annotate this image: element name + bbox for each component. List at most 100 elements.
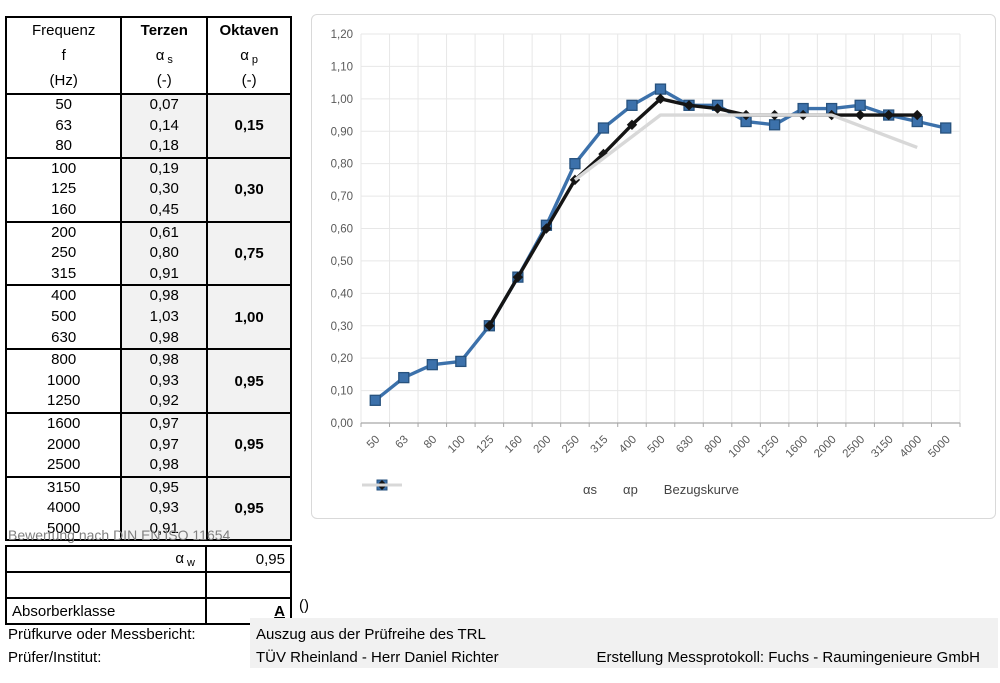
freq-value: 400 [51, 287, 77, 305]
data-point-αs [768, 119, 781, 131]
terz-value: 0,95 [149, 478, 179, 496]
freq-cells: 100 125 160 [7, 158, 121, 221]
freq-value: 125 [51, 180, 77, 198]
freq-cells: 1600 2000 2500 [7, 413, 121, 476]
oktave-value: 0,95 [206, 477, 290, 540]
y-tick-label: 0,80 [331, 159, 353, 171]
freq-value: 3150 [47, 478, 81, 496]
freq-value: 80 [55, 137, 73, 155]
header-frequenz: Frequenz f (Hz) [32, 22, 96, 89]
freq-value: 1600 [47, 414, 81, 432]
freq-value: 2500 [47, 456, 81, 474]
terz-value: 0,98 [149, 456, 179, 474]
terzen-cells: 0,97 0,97 0,98 [120, 413, 207, 476]
oktave-value: 1,00 [206, 286, 290, 349]
terz-value: 0,61 [149, 223, 179, 241]
terzen-cells: 0,95 0,93 0,91 [120, 477, 207, 540]
terz-value: 0,18 [149, 137, 179, 155]
series-line-Bezugskurve [573, 113, 918, 182]
legend-swatch [362, 483, 402, 487]
y-tick-label: 0,10 [331, 386, 353, 398]
chart-legend: αs αp Bezugskurve [361, 479, 961, 499]
protocol-author: Erstellung Messprotokoll: Fuchs - Raumin… [596, 649, 981, 666]
x-tick-label: 160 [503, 434, 525, 456]
terzen-cells: 0,61 0,80 0,91 [120, 222, 207, 285]
x-tick-label: 2500 [841, 434, 868, 461]
data-point-αp [854, 109, 866, 121]
data-point-αp [655, 93, 666, 105]
oktave-value: 0,30 [206, 158, 290, 221]
x-tick-label: 400 [617, 434, 639, 456]
data-point-αs [854, 99, 866, 111]
freq-cells: 800 1000 1250 [7, 350, 121, 412]
x-tick-label: 50 [365, 434, 383, 452]
oktave-value: 0,95 [206, 413, 290, 476]
x-tick-label: 1000 [727, 434, 754, 461]
x-tick-label: 100 [446, 434, 468, 456]
freq-cells: 400 500 630 [7, 286, 121, 349]
data-point-αs [426, 358, 438, 371]
terz-value: 0,97 [149, 414, 179, 432]
freq-value: 1000 [47, 371, 81, 389]
freq-value: 2000 [47, 435, 81, 453]
x-tick-label: 63 [393, 434, 411, 452]
absorber-class-row: Absorberklasse A [7, 597, 290, 623]
freq-cells: 3150 4000 5000 [7, 477, 121, 540]
data-point-αs [654, 83, 667, 95]
frequency-group: 3150 4000 5000 0,95 0,93 0,91 0,95 [7, 475, 290, 540]
terz-value: 0,30 [149, 180, 179, 198]
y-tick-label: 1,10 [331, 61, 353, 73]
testcurve-value: Auszug aus der Prüfreihe des TRL [256, 626, 486, 643]
tester-label: Prüfer/Institut: [8, 649, 102, 666]
terz-value: 0,45 [149, 200, 179, 218]
x-tick-label: 1600 [784, 434, 811, 461]
freq-cells: 50 63 80 [7, 95, 121, 157]
terz-value: 0,93 [149, 499, 179, 517]
frequency-group: 200 250 315 0,61 0,80 0,91 0,75 [7, 220, 290, 285]
absorber-class-value: A [274, 602, 285, 620]
legend-label: Bezugskurve [663, 481, 739, 497]
data-point-αp [712, 103, 723, 114]
data-point-αs [398, 371, 410, 384]
y-tick-label: 0,40 [331, 288, 353, 300]
terz-value: 0,98 [149, 328, 179, 346]
oktave-value: 0,15 [206, 95, 290, 157]
data-point-αs [597, 122, 610, 134]
terz-value: 0,80 [149, 244, 179, 262]
terz-value: 0,98 [149, 287, 179, 305]
data-point-αs [626, 99, 638, 111]
data-point-αs [569, 158, 581, 170]
data-point-αp [626, 119, 638, 130]
x-tick-label: 500 [646, 434, 668, 456]
rating-note: Bewertung nach DIN EN ISO 11654 [8, 527, 231, 543]
x-tick-label: 315 [589, 434, 611, 456]
data-point-αp [683, 100, 695, 111]
y-tick-label: 0,60 [331, 224, 353, 236]
series-line-αs [374, 87, 947, 402]
y-tick-label: 0,50 [331, 256, 353, 268]
freq-value: 160 [51, 200, 77, 218]
terzen-cells: 0,19 0,30 0,45 [120, 158, 207, 221]
freq-value: 5000 [47, 519, 81, 537]
frequency-group: 400 500 630 0,98 1,03 0,98 1,00 [7, 284, 290, 349]
x-tick-label: 4000 [898, 434, 925, 461]
terz-value: 0,98 [149, 351, 179, 369]
data-point-αp [912, 109, 923, 121]
absorber-class-label: Absorberklasse [12, 602, 116, 620]
data-point-αs [455, 355, 467, 368]
chart-plot: 0,00 0,10 0,20 0,30 0,40 0,50 0,60 0,70 0,80 0,90… [331, 29, 961, 461]
x-tick-label: 250 [560, 434, 582, 456]
x-tick-label: 5000 [926, 434, 953, 461]
x-tick-label: 800 [703, 434, 725, 456]
freq-value: 800 [51, 351, 77, 369]
terzen-cells: 0,07 0,14 0,18 [120, 95, 207, 157]
oktave-value: 0,95 [206, 350, 290, 412]
freq-value: 500 [51, 307, 77, 325]
x-tick-label: 1250 [755, 434, 782, 461]
